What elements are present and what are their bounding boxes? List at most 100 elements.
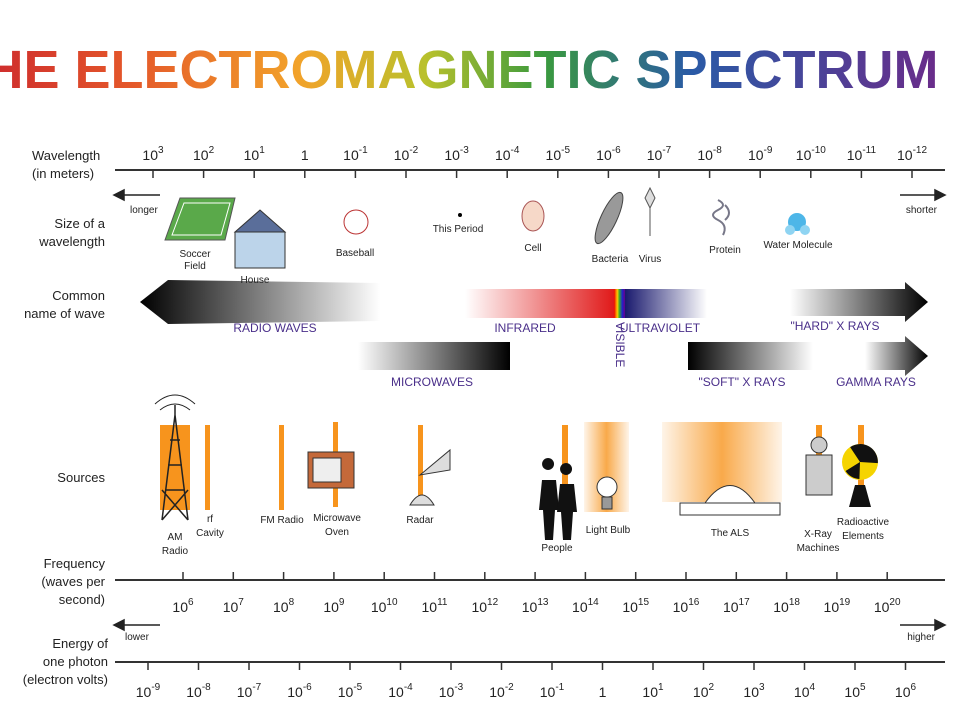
wave-label: RADIO WAVES: [233, 321, 316, 335]
wave-label: GAMMA RAYS: [836, 375, 916, 389]
object-label-line: Water Molecule: [763, 240, 833, 251]
soft-xray-bar: [688, 342, 813, 370]
tick-base: 10: [546, 147, 562, 163]
tick-exponent: -3: [460, 145, 469, 156]
am-waves: [154, 394, 196, 411]
tick-label: 1013: [522, 597, 549, 615]
direction-label: higher: [907, 632, 935, 643]
wave-label: MICROWAVES: [391, 375, 473, 389]
row-label-line: second): [59, 592, 105, 607]
source-label-line: Radio: [162, 546, 189, 557]
tick-label: 10-6: [596, 145, 621, 163]
tick-label: 1017: [723, 597, 750, 615]
tick-base: 10: [596, 147, 612, 163]
tick-exponent: -9: [764, 145, 773, 156]
tick-label: 106: [172, 597, 194, 615]
tick-label: 10-9: [136, 682, 161, 700]
protein-icon: [712, 199, 730, 236]
row-label-line: (electron volts): [23, 672, 108, 687]
tick-base: 10: [697, 147, 713, 163]
object-label-line: Soccer: [179, 249, 211, 260]
tick-label: 103: [743, 682, 765, 700]
tick-exponent: -6: [612, 145, 621, 156]
tick-base: 10: [723, 599, 739, 615]
wave-label: INFRARED: [494, 321, 556, 335]
tick-base: 10: [796, 147, 812, 163]
tick-exponent: 14: [588, 597, 600, 608]
microwave-bar: [358, 342, 510, 370]
tick-label: 1019: [824, 597, 851, 615]
als-building: [679, 485, 781, 516]
source-label-line: Elements: [842, 531, 884, 542]
direction-label: shorter: [906, 205, 938, 216]
source-label: AM Radio: [162, 532, 189, 557]
tick-exponent: 12: [487, 597, 499, 608]
radar-base: [409, 494, 435, 506]
tick-exponent: 5: [860, 682, 866, 693]
period-dot: [458, 213, 462, 217]
direction-label: lower: [125, 632, 150, 643]
tick-base: 10: [895, 684, 911, 700]
tick-label: 105: [844, 682, 866, 700]
source-label-line: AM: [168, 532, 183, 543]
source-label: Radioactive Elements: [837, 517, 890, 542]
tick-label: 101: [244, 145, 266, 163]
tick-base: 1: [599, 684, 607, 700]
tick-base: 10: [647, 147, 663, 163]
object-label: This Period: [433, 224, 484, 235]
object-label: Soccer Field: [179, 249, 211, 272]
source-label-line: Microwave: [313, 513, 361, 524]
source-label-line: Oven: [325, 527, 349, 538]
tick-label: 10-1: [540, 682, 565, 700]
radio-bar: [140, 280, 380, 324]
cell-icon: [521, 200, 545, 232]
size-icons: [164, 186, 810, 269]
house-roof: [233, 209, 287, 233]
tick-base: 10: [794, 684, 810, 700]
tick-exponent: 6: [911, 682, 917, 693]
row-label-line: Energy of: [52, 636, 108, 651]
object-label: Virus: [639, 254, 662, 265]
tick-label: 1012: [471, 597, 498, 615]
tick-exponent: 6: [188, 597, 194, 608]
row-label-line: Frequency: [44, 556, 106, 571]
object-label-line: Field: [184, 261, 206, 272]
tick-exponent: 9: [339, 597, 345, 608]
tick-label: 10-9: [748, 145, 773, 163]
tick-base: 10: [223, 599, 239, 615]
house-body: [234, 231, 286, 269]
tick-exponent: -6: [303, 682, 312, 693]
object-label: House: [241, 275, 270, 286]
tick-label: 1010: [371, 597, 398, 615]
radiation-blades: [845, 444, 878, 479]
tick-base: 10: [642, 684, 658, 700]
radar-dish: [418, 448, 451, 476]
tick-base: 10: [444, 147, 460, 163]
tick-base: 10: [495, 147, 511, 163]
soccer-field-lines: [171, 202, 231, 236]
tick-label: 108: [273, 597, 295, 615]
row-label-line: Sources: [57, 470, 105, 485]
tick-base: 10: [847, 147, 863, 163]
object-label-line: House: [241, 275, 270, 286]
row-label-line: name of wave: [24, 306, 105, 321]
wave-label: VISIBLE: [613, 322, 627, 367]
tick-exponent: -4: [404, 682, 413, 693]
object-label-line: Baseball: [336, 248, 374, 259]
tick-label: 10-4: [495, 145, 520, 163]
tick-exponent: -5: [561, 145, 570, 156]
person-icon: [539, 458, 559, 540]
bacteria-icon: [594, 191, 624, 245]
row-label-line: Common: [52, 288, 105, 303]
tick-exponent: -7: [252, 682, 261, 693]
tick-base: 10: [824, 599, 840, 615]
row-label-line: (waves per: [41, 574, 105, 589]
tick-base: 10: [394, 147, 410, 163]
tick-base: 10: [844, 684, 860, 700]
water-molecule-icon: [785, 225, 795, 235]
object-label-line: Virus: [639, 254, 662, 265]
tick-exponent: 11: [437, 597, 448, 608]
tick-exponent: 7: [238, 597, 244, 608]
row-label: Common name of wave: [24, 288, 105, 321]
tick-base: 10: [371, 599, 387, 615]
